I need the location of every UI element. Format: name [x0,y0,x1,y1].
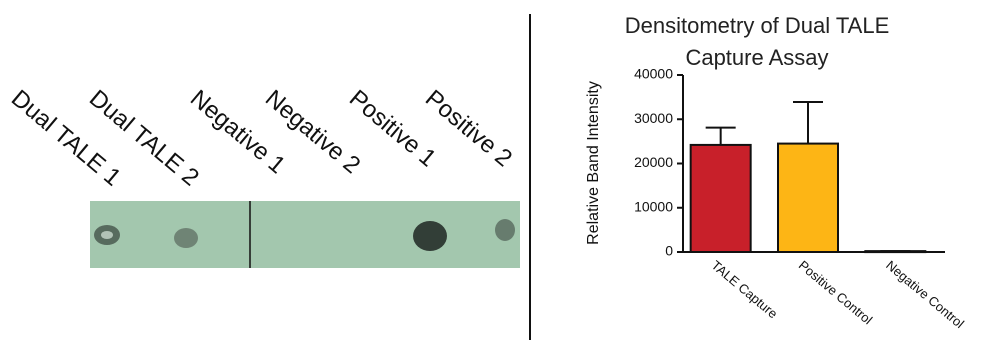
blot-spot [413,221,447,251]
blot-spot [101,231,113,239]
blot-membrane [90,201,520,268]
chart-title: Densitometry of Dual TALE Capture Assay [612,10,902,74]
y-tick-label: 30000 [634,110,673,126]
blot-spot [174,228,198,248]
y-tick-label: 0 [665,243,673,259]
y-tick-label: 20000 [634,154,673,170]
figure: Relative Band Intensity Dual TALE 1Dual … [0,0,987,359]
bar [778,144,838,252]
y-tick-label: 10000 [634,198,673,214]
x-tick-label: Positive Control [796,257,875,327]
x-tick-label: Negative Control [883,257,967,331]
bar [691,145,751,252]
blot-spot [495,219,515,241]
x-tick-label: TALE Capture [709,257,781,321]
y-axis-label: Relative Band Intensity [585,81,602,245]
